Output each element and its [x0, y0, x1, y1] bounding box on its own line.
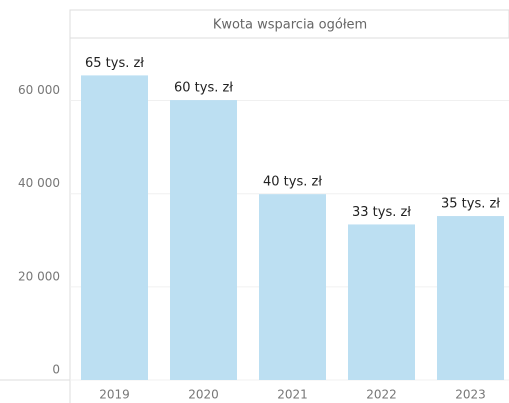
data-label: 35 tys. zł — [441, 197, 500, 212]
x-tick-label: 2019 — [99, 388, 130, 402]
data-label: 65 tys. zł — [85, 56, 144, 71]
y-tick-label: 40 000 — [18, 176, 60, 190]
data-label: 33 tys. zł — [352, 205, 411, 220]
x-tick-label: 2021 — [277, 388, 308, 402]
chart-title: Kwota wsparcia ogółem — [213, 18, 367, 33]
bar — [81, 75, 148, 380]
data-label: 60 tys. zł — [174, 81, 233, 96]
bar — [259, 194, 326, 380]
x-tick-label: 2022 — [366, 388, 397, 402]
data-label: 40 tys. zł — [263, 175, 322, 190]
y-tick-label: 60 000 — [18, 83, 60, 97]
y-tick-label: 20 000 — [18, 269, 60, 283]
bar — [437, 216, 504, 380]
x-tick-label: 2020 — [188, 388, 219, 402]
x-tick-label: 2023 — [455, 388, 486, 402]
bar — [170, 100, 237, 381]
bar — [348, 224, 415, 380]
y-tick-label: 0 — [52, 363, 60, 377]
